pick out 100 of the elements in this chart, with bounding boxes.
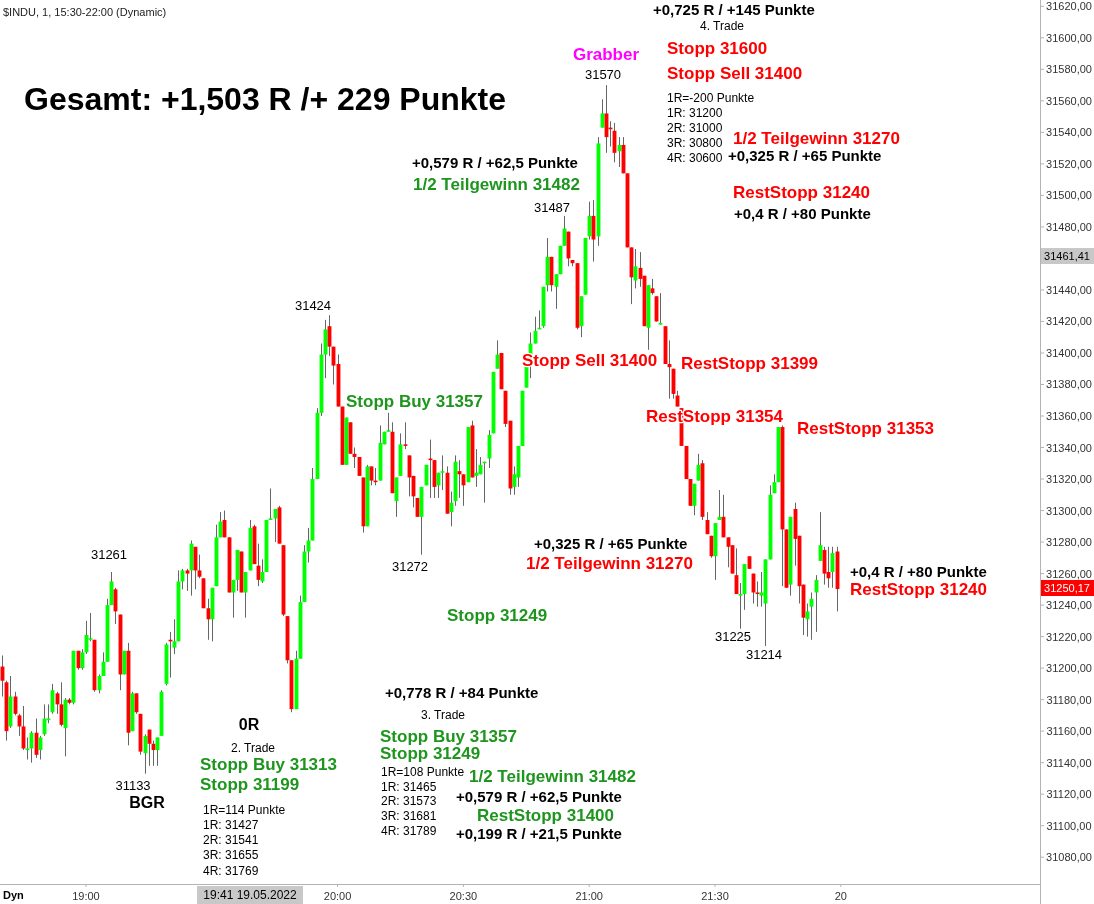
text: Gesamt: +1,503 R /+ 229 Punkte: [24, 81, 507, 117]
candlestick: [386, 412, 391, 433]
annotation: Stopp Buy 31357: [380, 726, 517, 746]
annotation: +0,325 R / +65 Punkte: [534, 535, 688, 553]
y-tick-label: 31540,00: [1046, 126, 1092, 139]
y-tick-label: 31340,00: [1046, 441, 1092, 454]
annotation: 4R: 30600: [667, 151, 723, 166]
annotation: 31261: [90, 546, 128, 562]
annotation: Stopp Buy 31313: [200, 754, 337, 774]
candlestick: [25, 736, 30, 761]
annotation: +0,199 R / +21,5 Punkte: [456, 825, 622, 843]
y-tick-label: 31200,00: [1046, 662, 1092, 675]
annotation: Stopp 31199: [200, 774, 300, 794]
annotation: 1R=114 Punkte: [203, 803, 286, 818]
y-tick-label: 31300,00: [1046, 504, 1092, 517]
candlestick: [185, 568, 190, 592]
x-tick-label: 21:30: [701, 890, 729, 902]
text: Dyn: [3, 888, 25, 901]
annotation: 1/2 Teilgewinn 31270: [733, 128, 900, 148]
annotation: 1R: 31200: [667, 106, 723, 121]
annotation: +0,4 R / +80 Punkte: [850, 563, 987, 581]
candlestick: [403, 421, 408, 450]
text: 31250,17: [1044, 581, 1090, 594]
annotation: 2. Trade: [230, 741, 276, 756]
candlestick: [738, 582, 743, 630]
y-tick-label: 31180,00: [1046, 693, 1092, 706]
y-tick-label: 31240,00: [1046, 599, 1092, 612]
annotation: Stopp 31249: [447, 605, 548, 625]
y-tick-label: 31120,00: [1046, 788, 1092, 801]
y-tick-label: 31440,00: [1046, 283, 1092, 296]
annotation: 0R: [238, 715, 260, 733]
annotation: 4R: 31769: [203, 864, 259, 879]
annotation: 3R: 31655: [203, 848, 259, 863]
annotation: 4. Trade: [699, 19, 745, 34]
annotation: 31570: [584, 66, 622, 82]
annotation: 1R=-200 Punkte: [667, 91, 755, 106]
y-tick-label: 31080,00: [1046, 851, 1092, 864]
annotation: 1R=108 Punkte: [381, 765, 465, 780]
x-tick-label: 19:00: [72, 890, 100, 902]
y-tick-label: 31220,00: [1046, 630, 1092, 643]
annotation: RestStopp 31353: [797, 418, 934, 438]
y-tick-label: 31560,00: [1046, 94, 1092, 107]
annotation: 31487: [533, 199, 571, 215]
annotation: +0,725 R / +145 Punkte: [653, 1, 815, 19]
y-tick-label: 31520,00: [1046, 157, 1092, 170]
y-tick-label: 31580,00: [1046, 63, 1092, 76]
y-tick-label: 31380,00: [1046, 378, 1092, 391]
annotation: 1R: 31427: [203, 818, 259, 833]
annotation: 3R: 31681: [381, 809, 437, 824]
annotation: +0,4 R / +80 Punkte: [734, 205, 871, 223]
y-tick-label: 31600,00: [1046, 31, 1092, 44]
annotation: +0,778 R / +84 Punkte: [385, 684, 539, 702]
y-tick-label: 31360,00: [1046, 410, 1092, 422]
x-tick-label: 21:00: [575, 890, 603, 902]
annotation: 3. Trade: [420, 708, 466, 723]
y-tick-label: 31140,00: [1046, 756, 1092, 769]
annotation: 2R: 31573: [381, 794, 437, 809]
annotation: RestStopp 31240: [850, 579, 987, 599]
annotation: Stopp Buy 31357: [346, 391, 483, 411]
x-tick-label: 20:00: [323, 890, 352, 902]
annotation: 2R: 31541: [203, 833, 259, 848]
annotation: +0,579 R / +62,5 Punkte: [456, 788, 622, 806]
x-tick-label: 20:30: [449, 890, 478, 902]
annotation: 3R: 30800: [667, 136, 723, 151]
text: 31461,41: [1044, 249, 1090, 262]
y-tick-label: 31160,00: [1046, 725, 1092, 738]
candlestick: [268, 487, 273, 521]
annotation: 1R: 31465: [381, 780, 437, 795]
annotation: Stopp 31600: [667, 38, 768, 58]
y-tick-label: 31420,00: [1046, 315, 1092, 328]
y-tick-label: 31260,00: [1046, 567, 1092, 580]
y-tick-label: 31620,00: [1046, 0, 1092, 13]
y-tick-label: 31480,00: [1046, 220, 1092, 233]
annotation: 31272: [391, 558, 429, 574]
annotation: 2R: 31000: [667, 121, 723, 136]
text: 19:41 19.05.2022: [203, 888, 298, 903]
annotation: 1/2 Teilgewinn 31270: [526, 553, 693, 573]
annotation: 4R: 31789: [381, 824, 437, 839]
annotation: 31424: [294, 297, 332, 313]
candlestick: [755, 580, 760, 608]
y-tick-label: 31500,00: [1046, 189, 1092, 202]
y-tick-label: 31400,00: [1046, 346, 1092, 359]
y-tick-label: 31320,00: [1046, 473, 1092, 486]
annotation: +0,579 R / +62,5 Punkte: [412, 154, 578, 172]
annotation: RestStopp 31240: [733, 182, 870, 202]
annotation: 31214: [745, 646, 783, 662]
annotation: +0,325 R / +65 Punkte: [728, 147, 882, 165]
annotation: Stopp Sell 31400: [667, 63, 803, 83]
annotation: 1/2 Teilgewinn 31482: [469, 766, 636, 786]
annotation: RestStopp 31400: [477, 805, 614, 825]
annotation: RestStopp 31399: [681, 353, 818, 373]
candlestick: [440, 454, 445, 491]
annotation: 31133: [115, 777, 151, 793]
annotation: BGR: [129, 793, 166, 811]
x-tick-label: 20: [834, 890, 847, 902]
y-tick-label: 31280,00: [1046, 536, 1092, 549]
text: $INDU, 1, 15:30-22:00 (Dynamic): [3, 6, 167, 18]
annotation: 31225: [714, 628, 752, 644]
y-tick-label: 31100,00: [1046, 819, 1092, 832]
annotation: 1/2 Teilgewinn 31482: [413, 174, 580, 194]
